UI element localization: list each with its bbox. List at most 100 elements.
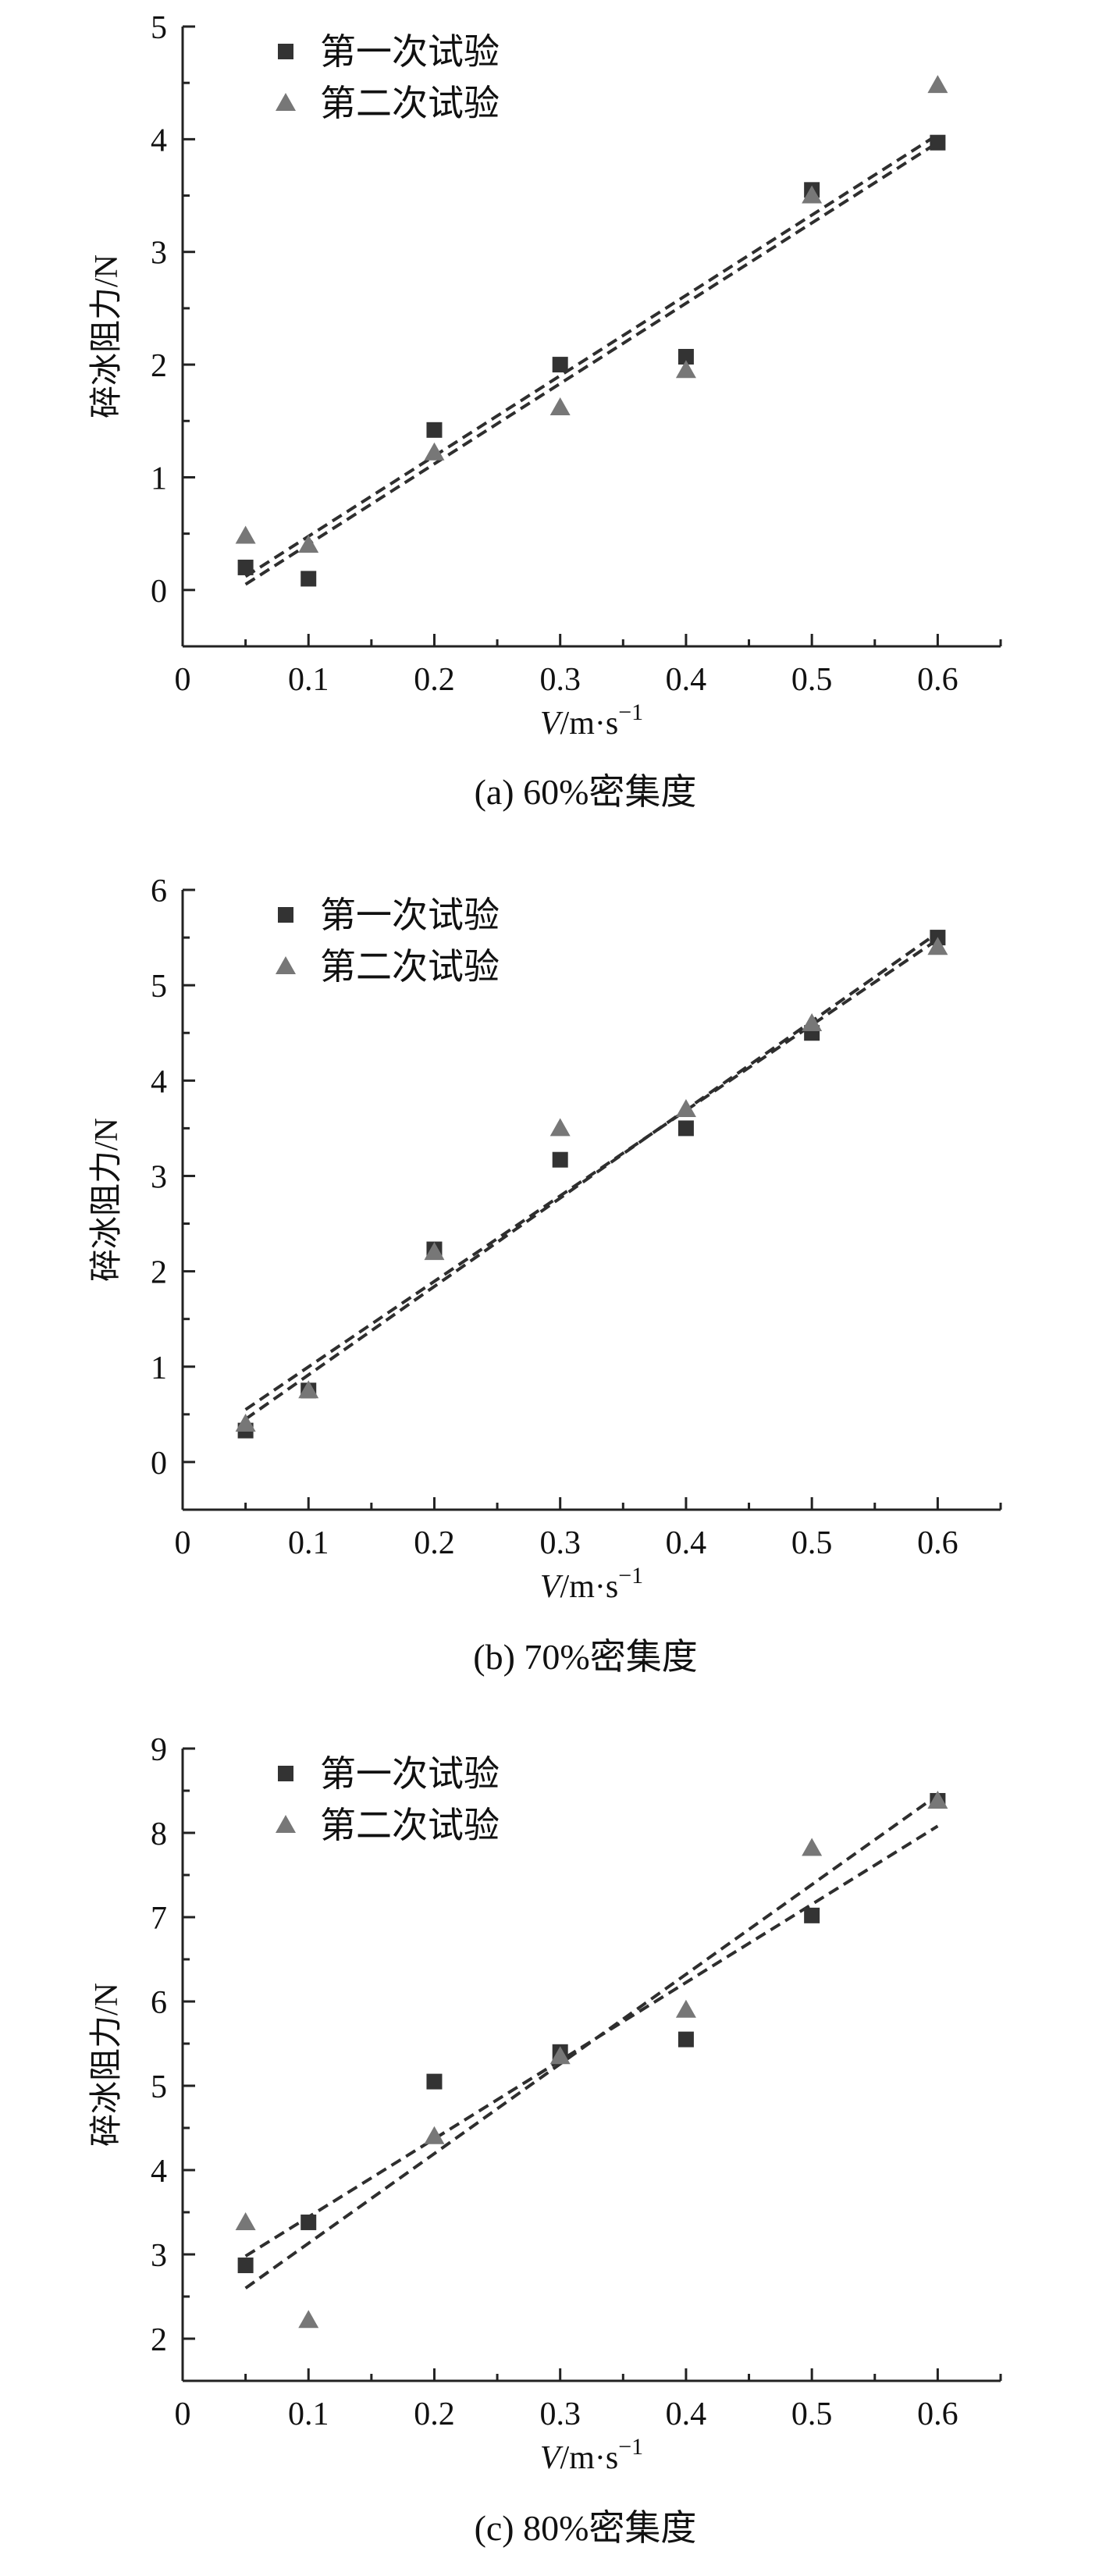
y-tick-label: 5 — [151, 10, 167, 46]
x-tick-label: 0.4 — [666, 2396, 707, 2432]
data-point-series-2 — [235, 2211, 256, 2230]
legend-label: 第二次试验 — [320, 1806, 500, 1845]
legend-label: 第二次试验 — [320, 947, 500, 987]
data-point-series-2 — [549, 1118, 571, 1137]
x-axis-title: V/m·s−1 — [540, 2434, 643, 2476]
legend-marker-square — [278, 44, 293, 59]
y-axis-title: 碎冰阻力/N — [89, 1118, 125, 1282]
panel-caption: (c) 80%密集度 — [475, 2508, 697, 2548]
data-point-series-1 — [930, 134, 946, 151]
x-axis-title-unit: /m·s — [560, 2440, 619, 2476]
data-point-series-2 — [927, 75, 948, 94]
x-tick-label: 0.2 — [414, 2396, 455, 2432]
y-tick-label: 0 — [151, 1446, 167, 1482]
legend-marker-triangle — [276, 956, 296, 974]
data-point-series-1 — [552, 357, 568, 373]
x-tick-label: 0.1 — [288, 2396, 329, 2432]
y-tick-label: 8 — [151, 1816, 167, 1852]
x-axis-title-var: V — [540, 706, 564, 742]
data-point-series-1 — [237, 559, 254, 575]
fit-line-series-2 — [244, 938, 939, 1411]
data-point-series-2 — [802, 185, 823, 204]
panel-caption: (b) 70%密集度 — [473, 1637, 697, 1677]
data-point-series-1 — [301, 571, 317, 587]
x-axis-title: V/m·s−1 — [540, 699, 643, 742]
y-tick-label: 3 — [151, 236, 167, 272]
fit-line-series-2 — [244, 1793, 939, 2290]
data-point-series-2 — [298, 2310, 319, 2329]
x-tick-label: 0.5 — [791, 2396, 833, 2432]
y-tick-label: 4 — [151, 2154, 167, 2190]
data-point-series-2 — [298, 1380, 319, 1399]
y-tick-label: 2 — [151, 1255, 167, 1291]
x-tick-label: 0.3 — [539, 2396, 581, 2432]
y-tick-label: 1 — [151, 1350, 167, 1386]
data-point-series-2 — [235, 1414, 256, 1432]
data-point-series-2 — [424, 442, 445, 461]
y-tick-label: 5 — [151, 2069, 167, 2105]
legend-label: 第一次试验 — [320, 895, 500, 935]
data-point-series-2 — [298, 535, 319, 553]
data-point-series-2 — [235, 525, 256, 544]
chart-panel-2: 0 1 2 3 4 5 6 0 0.1 0.2 0.3 0.4 0.5 0.6 V/m·s−1 碎冰阻力/N (… — [89, 873, 1002, 1677]
x-axis-title-exponent: −1 — [618, 699, 643, 725]
data-point-series-1 — [426, 422, 443, 438]
data-point-series-1 — [552, 1151, 568, 1168]
x-tick-label: 0.2 — [414, 1525, 455, 1561]
x-tick-label: 0.2 — [414, 662, 455, 698]
x-tick-label: 0.6 — [917, 662, 958, 698]
data-point-series-1 — [677, 2031, 694, 2048]
data-point-series-2 — [927, 1790, 948, 1809]
y-tick-label: 9 — [151, 1732, 167, 1768]
x-tick-label: 0.3 — [539, 662, 581, 698]
legend-marker-square — [278, 1766, 293, 1781]
data-point-series-1 — [237, 2258, 254, 2274]
x-axis-title-unit: /m·s — [560, 1569, 619, 1605]
y-axis-title: 碎冰阻力/N — [89, 254, 125, 418]
data-point-series-2 — [675, 360, 696, 379]
x-axis-title-var: V — [540, 2440, 564, 2476]
x-tick-label: 0.5 — [791, 662, 833, 698]
y-tick-label: 5 — [151, 969, 167, 1005]
y-tick-label: 2 — [151, 348, 167, 384]
x-tick-label: 0.3 — [539, 1525, 581, 1561]
y-tick-label: 6 — [151, 873, 167, 909]
chart-panel-3: 2 3 4 5 6 7 8 9 0 0.1 0.2 0.3 0.4 0.5 0.6 V/m·s−1 碎冰阻力/N… — [89, 1732, 1002, 2548]
legend-marker-square — [278, 907, 293, 923]
legend-label: 第一次试验 — [320, 1754, 500, 1794]
y-tick-label: 4 — [151, 123, 167, 158]
legend-marker-triangle — [276, 93, 296, 111]
x-tick-label: 0.4 — [666, 1525, 707, 1561]
x-tick-label: 0.6 — [917, 2396, 958, 2432]
fit-line-series-2 — [244, 133, 939, 578]
data-point-series-2 — [424, 1242, 445, 1261]
x-tick-label: 0.4 — [666, 662, 707, 698]
data-point-series-1 — [677, 348, 694, 365]
legend-label: 第一次试验 — [320, 32, 500, 72]
legend-label: 第二次试验 — [320, 84, 500, 123]
data-point-series-1 — [804, 1907, 820, 1923]
y-tick-label: 3 — [151, 2238, 167, 2274]
data-point-series-2 — [549, 397, 571, 415]
x-tick-label: 0 — [175, 662, 191, 698]
x-axis-title-var: V — [540, 1569, 564, 1605]
data-point-series-2 — [802, 1838, 823, 1856]
data-point-series-2 — [927, 937, 948, 955]
data-point-series-2 — [549, 2046, 571, 2065]
data-point-series-1 — [426, 2073, 443, 2090]
y-tick-label: 0 — [151, 574, 167, 610]
y-tick-label: 3 — [151, 1159, 167, 1195]
legend-marker-triangle — [276, 1815, 296, 1833]
x-tick-label: 0.5 — [791, 1525, 833, 1561]
chart-panel-1: 0 1 2 3 4 5 0 0.1 0.2 0.3 0.4 0.5 0.6 V/m·s−1 碎冰阻力/N (a… — [89, 10, 1002, 812]
x-tick-label: 0.1 — [288, 662, 329, 698]
y-tick-label: 1 — [151, 461, 167, 496]
data-point-series-1 — [301, 2214, 317, 2230]
y-tick-label: 2 — [151, 2322, 167, 2358]
x-axis-title-unit: /m·s — [560, 706, 619, 742]
y-tick-label: 6 — [151, 1985, 167, 2021]
x-tick-label: 0 — [175, 1525, 191, 1561]
data-point-series-2 — [675, 1999, 696, 2018]
data-point-series-1 — [677, 1120, 694, 1137]
